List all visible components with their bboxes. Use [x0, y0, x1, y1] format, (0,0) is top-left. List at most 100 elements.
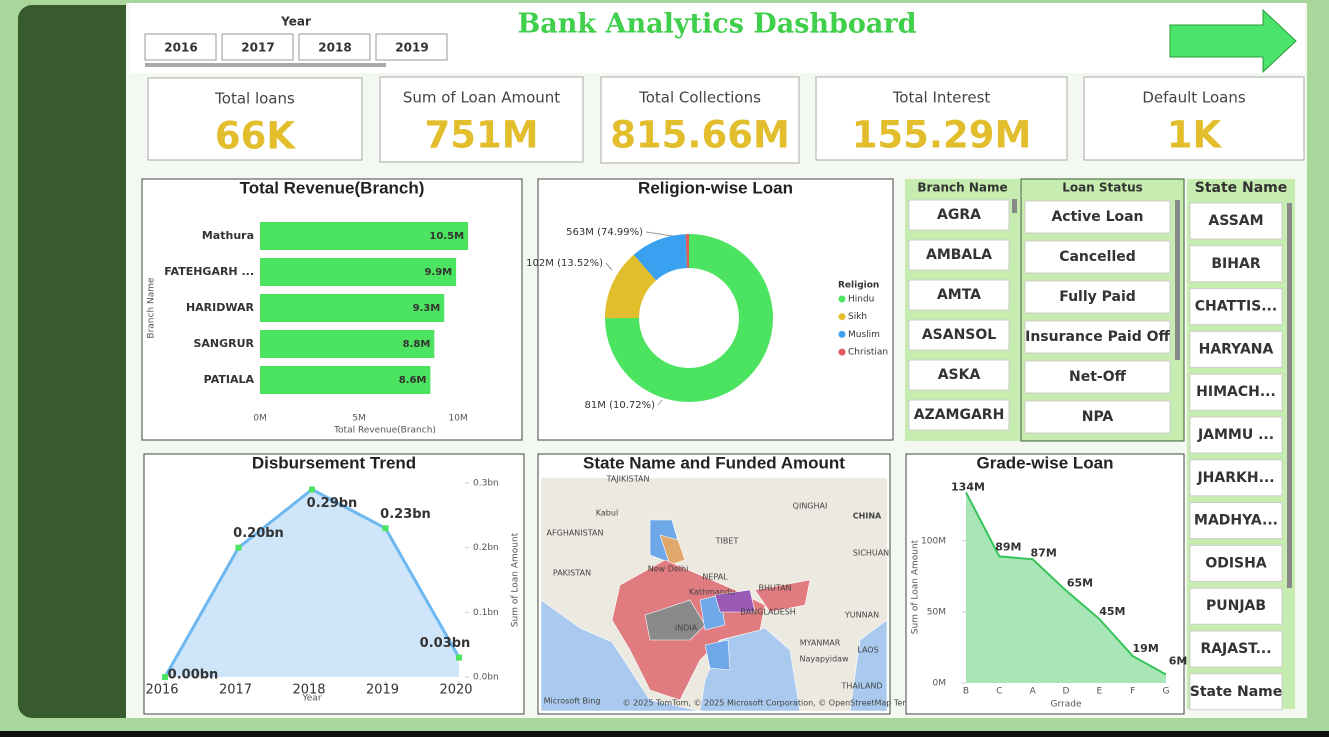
data-label: 0.20bn: [233, 526, 284, 541]
year-option[interactable]: [375, 33, 448, 61]
kpi-card: [379, 76, 584, 163]
kpi-value: 1K: [1167, 114, 1223, 157]
map-region: [644, 599, 706, 641]
year-option[interactable]: [298, 33, 371, 61]
slicer-item-label: ASSAM: [1208, 213, 1263, 229]
point-marker: [456, 654, 462, 661]
year-option[interactable]: [221, 33, 294, 61]
map-label: CHINA: [853, 512, 882, 521]
map-label: TAJIKISTAN: [606, 475, 650, 484]
slicer-item-label: AZAMGARH: [914, 407, 1005, 423]
slicer-item[interactable]: [1024, 360, 1171, 394]
slicer-item-label: CHATTIS...: [1195, 299, 1277, 315]
slicer-item[interactable]: [1024, 400, 1171, 434]
slicer-item[interactable]: [908, 399, 1010, 431]
bottom-edge: [0, 731, 1329, 737]
slicer-item[interactable]: [1024, 280, 1171, 314]
slicer-item[interactable]: [1189, 459, 1283, 497]
slicer-title: State Name: [1195, 180, 1288, 196]
slicer-item-label: NPA: [1082, 409, 1114, 425]
bar: [260, 294, 445, 322]
year-option-label: 2017: [241, 41, 274, 55]
slicer-scrollbar: [1012, 199, 1017, 213]
slicer-item[interactable]: [1189, 245, 1283, 283]
data-label: 134M: [951, 480, 985, 493]
slicer-item[interactable]: [1189, 416, 1283, 454]
slicer-title: Branch Name: [917, 181, 1007, 195]
map-label: AFGHANISTAN: [547, 529, 604, 538]
x-tick-label: 2017: [219, 683, 252, 698]
x-axis-label: Total Revenue(Branch): [333, 426, 436, 436]
data-label: 9.9M: [424, 267, 452, 278]
slicer-item[interactable]: [1024, 200, 1171, 234]
bar: [260, 222, 469, 250]
data-label: 10.5M: [429, 231, 464, 242]
data-label: 8.6M: [399, 375, 427, 386]
slicer-item[interactable]: [1189, 544, 1283, 582]
dashboard-title: Bank Analytics Dashboard: [517, 9, 916, 40]
year-option[interactable]: [144, 33, 217, 61]
legend-title: Religion: [838, 281, 879, 291]
map-label: NEPAL: [702, 573, 728, 582]
map-label: TIBET: [715, 537, 739, 546]
data-label: 9.3M: [413, 303, 441, 314]
slicer-item[interactable]: [1024, 320, 1171, 354]
leader-line: [605, 262, 613, 271]
slicer-item[interactable]: [908, 319, 1010, 351]
slicer-item[interactable]: [908, 279, 1010, 311]
slicer-item[interactable]: [1189, 502, 1283, 540]
slicer-item[interactable]: [908, 239, 1010, 271]
slicer-item[interactable]: [1189, 673, 1283, 711]
map: [541, 478, 887, 711]
x-tick-label: 5M: [352, 414, 366, 424]
pie-slice: [605, 234, 774, 403]
map-label: THAILAND: [841, 682, 883, 691]
slicer-item[interactable]: [1189, 587, 1283, 625]
data-label: 45M: [1099, 605, 1125, 618]
slicer-item-label: Active Loan: [1051, 209, 1143, 225]
x-axis-label: Year: [301, 694, 321, 704]
kpi-value: 66K: [215, 115, 296, 158]
slicer-item[interactable]: [1189, 330, 1283, 368]
slicer-item[interactable]: [908, 359, 1010, 391]
data-label: 6M: [1169, 654, 1188, 667]
kpi-card: [600, 76, 800, 164]
legend-swatch: [838, 295, 846, 303]
kpi-label: Total Collections: [638, 89, 761, 107]
year-slicer-label: Year: [280, 15, 311, 29]
map-label: © 2025 TomTom, © 2025 Microsoft Corporat…: [623, 699, 918, 708]
slicer-item[interactable]: [1189, 373, 1283, 411]
slicer-item-label: JHARKH...: [1196, 470, 1274, 486]
y-tick-label: 0.2bn: [473, 543, 499, 553]
x-tick-label: A: [1030, 687, 1037, 697]
kpi-value: 815.66M: [610, 114, 790, 157]
map-water: [541, 599, 701, 711]
slicer-item[interactable]: [1024, 240, 1171, 274]
slicer-item[interactable]: [1189, 288, 1283, 326]
x-tick-label: C: [996, 687, 1002, 697]
x-tick-label: B: [963, 687, 969, 697]
y-tick-label: 0.1bn: [473, 608, 499, 618]
line: [965, 491, 1167, 676]
y-axis-label: Sum of Loan Amount: [511, 532, 521, 627]
y-tick-label: HARIDWAR: [186, 301, 255, 314]
area-fill: [966, 492, 1166, 683]
year-scrollbar: [145, 63, 386, 67]
slicer-item[interactable]: [1189, 202, 1283, 240]
data-label: 0.23bn: [380, 507, 431, 522]
y-tick-label: 50M: [927, 607, 946, 617]
next-page-arrow[interactable]: [1169, 8, 1297, 74]
map-label: BANGLADESH: [740, 608, 796, 617]
slicer-item-label: AGRA: [937, 207, 981, 223]
kpi-label: Total Interest: [892, 89, 991, 107]
slicer-scrollbar: [1287, 203, 1292, 588]
y-tick-label: FATEHGARH ...: [164, 265, 254, 278]
data-label: 19M: [1133, 642, 1159, 655]
legend-swatch: [838, 348, 846, 356]
slicer-item[interactable]: [908, 199, 1010, 231]
data-label: 102M (13.52%): [526, 258, 603, 269]
map-label: QINGHAI: [793, 502, 828, 511]
slicer-item[interactable]: [1189, 630, 1283, 668]
kpi-card: [1083, 76, 1305, 161]
bar: [260, 366, 431, 394]
